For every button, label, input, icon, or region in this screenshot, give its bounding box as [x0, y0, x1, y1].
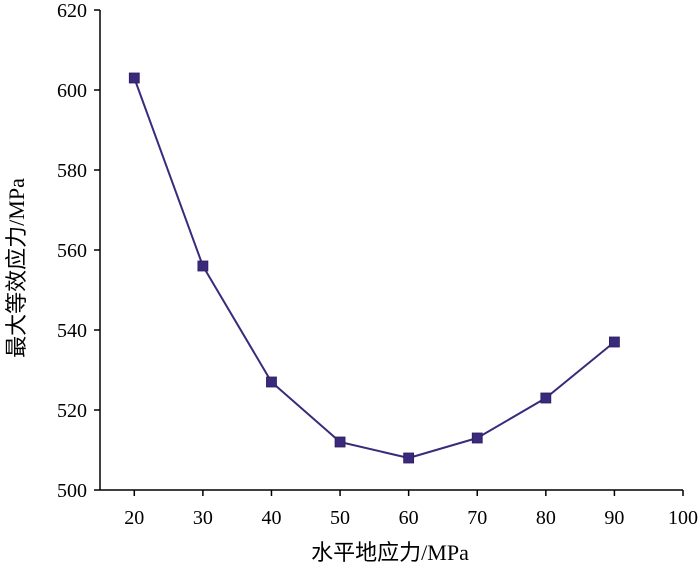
x-tick-label: 40 — [261, 507, 281, 529]
data-point — [334, 436, 346, 448]
x-axis-title: 水平地应力/MPa — [311, 540, 469, 565]
series-group — [128, 72, 620, 464]
x-tick-label: 80 — [536, 507, 556, 529]
y-tick-label: 600 — [57, 80, 87, 102]
y-tick-label: 560 — [57, 240, 87, 262]
x-tick-label: 70 — [467, 507, 487, 529]
axes — [99, 10, 683, 491]
data-point — [128, 72, 140, 84]
y-axis-ticks: 500 520 540 560 580 600 620 — [57, 0, 100, 502]
x-tick-label: 90 — [604, 507, 624, 529]
x-tick-label: 50 — [330, 507, 350, 529]
data-point — [609, 336, 620, 348]
data-point — [403, 452, 415, 464]
y-axis-title: 最大等效应力/MPa — [4, 178, 29, 358]
data-point — [197, 260, 209, 272]
x-tick-label: 100 — [668, 507, 698, 529]
y-tick-label: 500 — [57, 480, 87, 502]
x-tick-label: 30 — [193, 507, 213, 529]
data-point — [540, 392, 552, 404]
x-tick-label: 60 — [399, 507, 419, 529]
x-axis-ticks: 20 30 40 50 60 70 80 90 100 — [124, 490, 698, 529]
data-point — [471, 432, 483, 444]
x-tick-label: 20 — [124, 507, 144, 529]
data-point — [266, 376, 277, 388]
y-tick-label: 540 — [57, 320, 87, 342]
y-tick-label: 620 — [57, 0, 87, 22]
y-tick-label: 520 — [57, 400, 87, 422]
y-tick-label: 580 — [57, 160, 87, 182]
series-line — [133, 77, 616, 459]
